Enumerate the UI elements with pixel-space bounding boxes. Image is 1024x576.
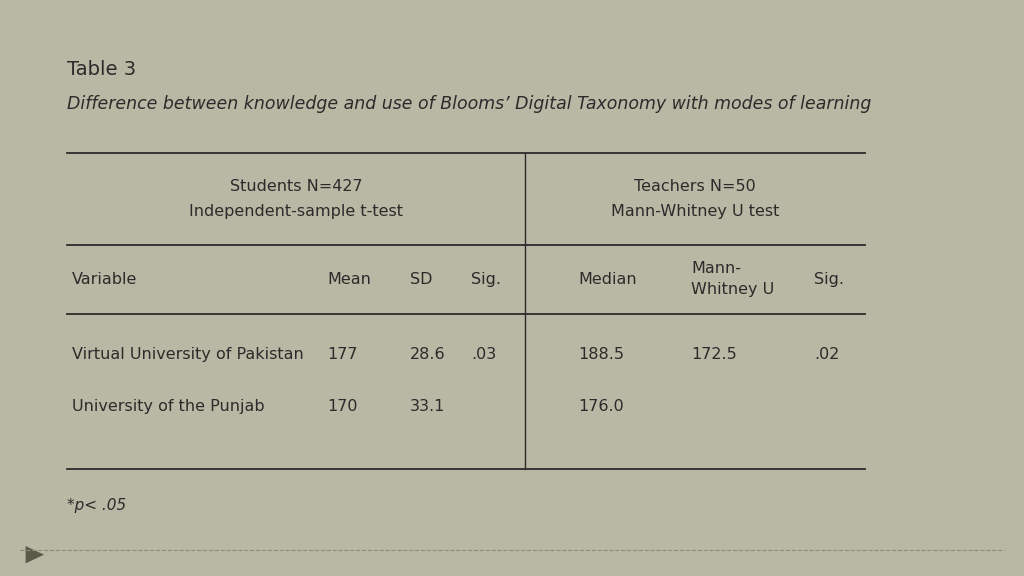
Text: University of the Punjab: University of the Punjab bbox=[72, 399, 264, 414]
Text: 188.5: 188.5 bbox=[579, 347, 625, 362]
Text: 172.5: 172.5 bbox=[691, 347, 737, 362]
Text: Mann-Whitney U test: Mann-Whitney U test bbox=[611, 204, 779, 219]
Text: .03: .03 bbox=[471, 347, 497, 362]
Text: Mean: Mean bbox=[328, 272, 372, 287]
Text: 170: 170 bbox=[328, 399, 358, 414]
Text: Teachers N=50: Teachers N=50 bbox=[635, 179, 756, 194]
Text: 33.1: 33.1 bbox=[410, 399, 445, 414]
Text: .02: .02 bbox=[814, 347, 840, 362]
Text: Table 3: Table 3 bbox=[67, 60, 136, 79]
Text: Sig.: Sig. bbox=[471, 272, 501, 287]
Text: SD: SD bbox=[410, 272, 432, 287]
Text: Independent-sample t-test: Independent-sample t-test bbox=[189, 204, 402, 219]
Text: Sig.: Sig. bbox=[814, 272, 844, 287]
Text: Difference between knowledge and use of Blooms’ Digital Taxonomy with modes of l: Difference between knowledge and use of … bbox=[67, 95, 871, 113]
Text: Median: Median bbox=[579, 272, 637, 287]
Text: 176.0: 176.0 bbox=[579, 399, 625, 414]
Text: Students N=427: Students N=427 bbox=[229, 179, 362, 194]
Text: Variable: Variable bbox=[72, 272, 137, 287]
Text: *p< .05: *p< .05 bbox=[67, 498, 126, 513]
Text: Whitney U: Whitney U bbox=[691, 282, 774, 297]
Text: 28.6: 28.6 bbox=[410, 347, 445, 362]
Text: Virtual University of Pakistan: Virtual University of Pakistan bbox=[72, 347, 303, 362]
Text: 177: 177 bbox=[328, 347, 358, 362]
Text: Mann-: Mann- bbox=[691, 262, 741, 276]
